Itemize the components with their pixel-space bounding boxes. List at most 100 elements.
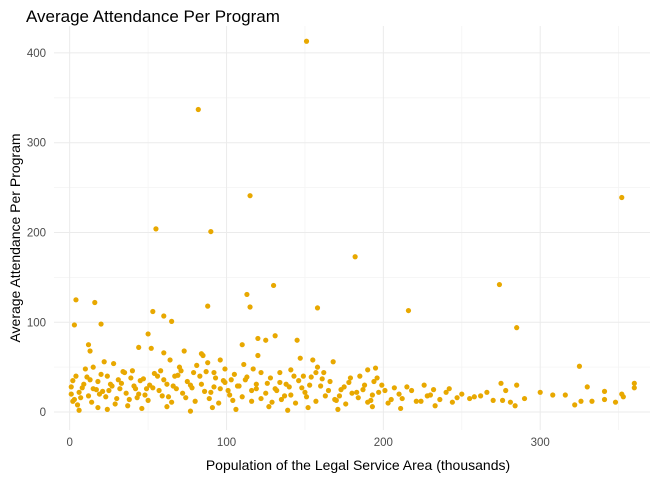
data-point [176, 364, 183, 370]
data-point [79, 385, 85, 391]
data-point [156, 387, 162, 394]
data-point [300, 373, 306, 379]
data-point [111, 360, 117, 367]
data-point [117, 386, 123, 392]
data-point [173, 386, 179, 392]
data-point [190, 369, 197, 376]
data-point [205, 303, 211, 309]
data-point [87, 348, 93, 354]
data-point [369, 404, 375, 410]
data-point [73, 373, 79, 379]
data-points [68, 38, 637, 414]
data-point [140, 376, 146, 382]
data-point [372, 365, 379, 371]
data-point [253, 386, 259, 392]
data-point [82, 366, 88, 372]
data-point [255, 352, 261, 359]
data-point [321, 369, 327, 376]
data-point [134, 395, 140, 401]
data-point [347, 375, 354, 381]
data-point [136, 344, 142, 351]
data-point [120, 369, 126, 375]
data-point [230, 397, 236, 403]
data-point [95, 378, 101, 385]
data-point [421, 382, 427, 388]
data-point [220, 378, 226, 384]
data-point [269, 399, 275, 405]
data-point [225, 387, 231, 394]
data-point [266, 404, 272, 410]
data-point [87, 377, 93, 383]
data-point [413, 398, 419, 404]
x-tick-label: 200 [374, 437, 393, 449]
data-point [296, 378, 302, 384]
data-point [98, 371, 104, 377]
x-tick-label: 0 [66, 437, 72, 449]
data-point [165, 394, 172, 400]
data-point [313, 398, 319, 404]
data-point [368, 397, 374, 403]
data-point [313, 369, 319, 376]
x-tick-label: 300 [531, 437, 550, 449]
data-point [432, 403, 438, 409]
data-point [327, 378, 333, 385]
y-tick-label: 100 [27, 317, 46, 329]
data-point [194, 362, 200, 368]
data-point [73, 297, 79, 303]
data-point [291, 373, 297, 379]
data-point [167, 357, 173, 363]
data-point [399, 395, 405, 402]
data-point [96, 391, 103, 397]
data-point [299, 385, 305, 391]
data-point [255, 335, 261, 342]
data-point [496, 281, 503, 288]
data-point [104, 373, 110, 379]
data-point [325, 387, 332, 394]
data-point [264, 380, 270, 386]
data-point [128, 375, 134, 381]
y-axis-title: Average Attendance Per Program [7, 133, 23, 342]
data-point [514, 382, 520, 388]
data-point [537, 389, 543, 395]
data-point [231, 371, 237, 377]
data-point [172, 373, 178, 379]
data-point [234, 383, 241, 389]
data-point [281, 393, 288, 399]
data-point [288, 367, 294, 373]
data-point [197, 373, 203, 379]
data-point [382, 387, 388, 394]
y-tick-label: 0 [40, 407, 46, 419]
data-point [349, 390, 355, 396]
data-point [459, 391, 465, 397]
data-point [159, 393, 165, 399]
data-point [239, 394, 245, 400]
data-point [148, 345, 154, 351]
data-point [78, 395, 84, 401]
data-point [154, 373, 161, 379]
data-point [272, 333, 278, 339]
data-point [114, 395, 120, 402]
data-point [427, 392, 434, 398]
data-point [277, 379, 283, 386]
data-point [332, 396, 338, 403]
data-point [142, 392, 148, 398]
data-point [143, 386, 150, 392]
data-point [263, 337, 269, 343]
data-point [239, 342, 245, 348]
data-point [314, 364, 321, 370]
data-point [335, 406, 341, 412]
data-point [95, 404, 101, 411]
data-point [212, 375, 219, 381]
data-point [247, 193, 253, 199]
data-point [125, 403, 131, 409]
chart-title: Average Attendance Per Program [26, 7, 280, 26]
data-point [101, 359, 107, 365]
data-point [200, 352, 206, 359]
data-point [521, 395, 528, 402]
data-point [92, 299, 98, 306]
data-point [112, 401, 118, 407]
data-point [322, 393, 328, 399]
data-point [562, 392, 568, 398]
data-point [228, 377, 234, 383]
data-point [150, 385, 156, 391]
